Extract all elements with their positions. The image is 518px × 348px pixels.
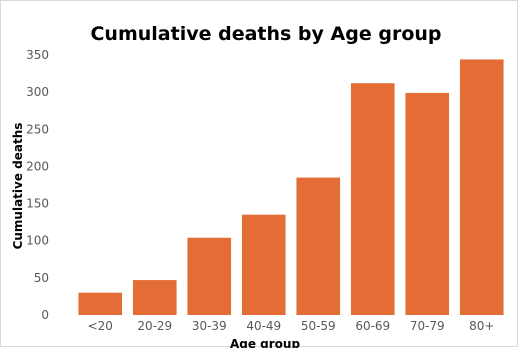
x-tick-label: 50-59: [301, 319, 336, 333]
x-tick-label: 80+: [469, 319, 494, 333]
x-tick-label: 30-39: [192, 319, 227, 333]
y-tick-label: 50: [34, 271, 49, 285]
bars-group: [78, 59, 504, 316]
x-axis-title: Age group: [230, 337, 300, 348]
y-tick-label: 150: [26, 197, 49, 211]
y-tick-label: 200: [26, 159, 49, 173]
x-tick-label: 40-49: [246, 319, 281, 333]
bar-50-59: [296, 177, 341, 315]
y-axis-title: Cumulative deaths: [11, 123, 25, 250]
y-tick-label: 100: [26, 234, 49, 248]
bar-80+: [459, 59, 504, 316]
x-tick-label: 20-29: [137, 319, 172, 333]
bar-30-39: [187, 237, 232, 315]
y-tick-label: 300: [26, 85, 49, 99]
y-tick-label: 350: [26, 48, 49, 62]
bar-20-29: [132, 280, 177, 315]
y-axis-ticks: 0 50 100 150 200 250 300 350: [26, 48, 49, 322]
bar-<20: [78, 292, 123, 315]
x-tick-label: 70-79: [410, 319, 445, 333]
x-tick-label: <20: [88, 319, 113, 333]
y-tick-label: 0: [41, 308, 49, 322]
x-tick-label: 60-69: [355, 319, 390, 333]
bar-60-69: [350, 83, 395, 315]
x-axis-ticks: <20 20-29 30-39 40-49 50-59 60-69 70-79 80+: [88, 319, 495, 333]
y-tick-label: 250: [26, 122, 49, 136]
bar-40-49: [241, 214, 286, 315]
bar-70-79: [405, 92, 450, 315]
chart-title: Cumulative deaths by Age group: [90, 23, 441, 45]
